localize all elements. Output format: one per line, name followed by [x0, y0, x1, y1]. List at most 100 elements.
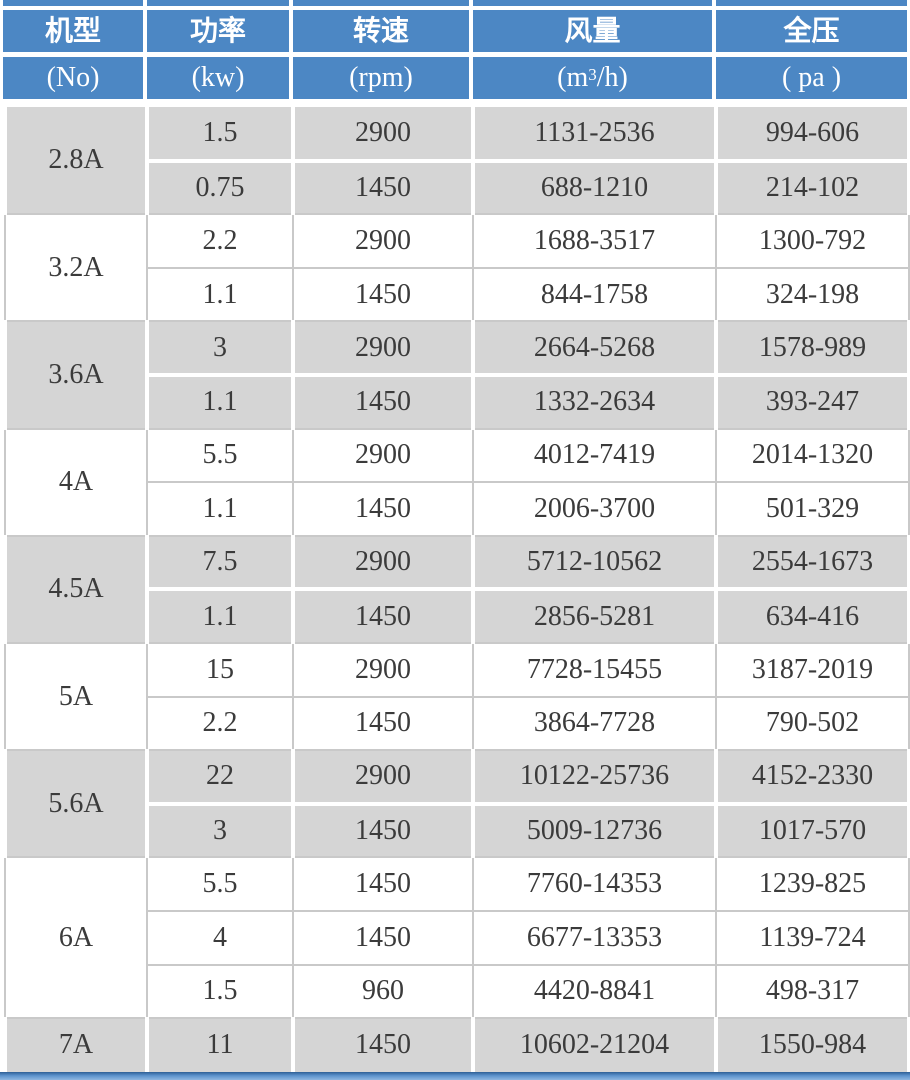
- data-cell: 2900: [291, 107, 475, 161]
- data-cell: 844-1758: [472, 266, 717, 322]
- data-cell: 6677-13353: [472, 909, 717, 965]
- table-row: 1.1 1450 2856-5281 634-416: [5, 587, 910, 643]
- table-row: 4 1450 6677-13353 1139-724: [5, 909, 910, 965]
- airflow-unit-post: /h): [596, 62, 628, 93]
- data-cell: 1450: [292, 481, 474, 536]
- top-edge-segment: [716, 0, 907, 6]
- table-row: 5A 15 2900 7728-15455 3187-2019: [4, 641, 910, 751]
- table-header: 机型 功率 转速 风量 全压 (No) (kw) (rpm) (m3/h) ( …: [0, 10, 910, 99]
- data-cell: 1239-825: [715, 856, 910, 911]
- table-row: 5.6A 22 2900 10122-25736 4152-2330: [3, 749, 910, 858]
- data-cell: 3187-2019: [715, 641, 910, 697]
- data-cell: 2900: [291, 320, 475, 375]
- model-cell: 3.6A: [3, 320, 149, 429]
- data-cell: 1450: [291, 158, 475, 215]
- top-edge-segment: [473, 0, 712, 6]
- model-cell: 3.2A: [4, 213, 148, 322]
- data-cell: 960: [292, 963, 474, 1019]
- data-cell: 5009-12736: [471, 801, 718, 858]
- data-cell: 2900: [292, 427, 474, 483]
- table-row: 1.1 1450 1332-2634 393-247: [5, 372, 910, 429]
- data-cell: 1332-2634: [471, 372, 718, 429]
- top-edge-segment: [3, 0, 143, 6]
- model-cell: 4.5A: [3, 534, 149, 643]
- data-cell: 790-502: [715, 695, 910, 751]
- data-cell: 393-247: [714, 372, 910, 429]
- data-cell: 1450: [292, 266, 474, 322]
- spec-table: 2.8A 1.5 2900 1131-2536 994-606 0.75 1450 688-1…: [3, 107, 910, 1072]
- data-cell: 3: [145, 801, 295, 858]
- data-cell: 501-329: [715, 481, 910, 536]
- data-cell: 498-317: [715, 963, 910, 1019]
- column-unit-speed: (rpm): [293, 57, 469, 99]
- data-cell: 4: [146, 909, 294, 965]
- data-cell: 7.5: [145, 534, 295, 590]
- table-row: 2.2 1450 3864-7728 790-502: [5, 695, 910, 751]
- data-cell: 1578-989: [714, 320, 910, 375]
- model-cell: 7A: [3, 1017, 149, 1072]
- data-cell: 10602-21204: [471, 1017, 718, 1072]
- table-row: 3.6A 3 2900 2664-5268 1578-989: [3, 320, 910, 429]
- model-cell: 5A: [4, 641, 148, 751]
- top-edge-segment: [293, 0, 469, 6]
- data-cell: 1.1: [145, 372, 295, 429]
- data-cell: 10122-25736: [471, 749, 718, 804]
- data-cell: 11: [145, 1017, 295, 1072]
- data-cell: 7728-15455: [472, 641, 717, 697]
- data-cell: 2856-5281: [471, 587, 718, 643]
- data-cell: 324-198: [715, 266, 910, 322]
- data-cell: 2900: [292, 641, 474, 697]
- data-cell: 7760-14353: [472, 856, 717, 911]
- data-cell: 4012-7419: [472, 427, 717, 483]
- data-cell: 1.1: [146, 481, 294, 536]
- data-cell: 214-102: [714, 158, 910, 215]
- data-cell: 994-606: [714, 107, 910, 161]
- data-cell: 1131-2536: [471, 107, 718, 161]
- airflow-unit-pre: (m: [557, 62, 589, 93]
- data-cell: 1.5: [145, 107, 295, 161]
- data-cell: 5.5: [146, 427, 294, 483]
- data-cell: 1.1: [146, 266, 294, 322]
- table-row: 0.75 1450 688-1210 214-102: [5, 158, 910, 215]
- top-edge-strip: [0, 0, 910, 6]
- column-unit-pressure: ( pa ): [716, 57, 907, 99]
- data-cell: 1450: [291, 1017, 475, 1072]
- column-header-airflow: 风量: [473, 10, 712, 52]
- data-cell: 634-416: [714, 587, 910, 643]
- data-cell: 2014-1320: [715, 427, 910, 483]
- data-cell: 1450: [291, 587, 475, 643]
- column-unit-airflow: (m3/h): [473, 57, 712, 99]
- data-cell: 1550-984: [714, 1017, 910, 1072]
- model-cell: 5.6A: [3, 749, 149, 858]
- data-cell: 1450: [291, 801, 475, 858]
- data-cell: 1450: [292, 909, 474, 965]
- table-row: 1.1 1450 844-1758 324-198: [5, 266, 910, 322]
- data-cell: 2900: [292, 213, 474, 268]
- data-cell: 1300-792: [715, 213, 910, 268]
- data-cell: 1017-570: [714, 801, 910, 858]
- column-header-pressure: 全压: [716, 10, 907, 52]
- top-edge-segment: [147, 0, 289, 6]
- data-cell: 4420-8841: [472, 963, 717, 1019]
- data-cell: 0.75: [145, 158, 295, 215]
- data-cell: 2554-1673: [714, 534, 910, 590]
- airflow-unit-superscript: 3: [588, 65, 597, 84]
- table-row: 1.5 960 4420-8841 498-317: [5, 963, 910, 1019]
- data-cell: 3: [145, 320, 295, 375]
- column-header-speed: 转速: [293, 10, 469, 52]
- model-cell: 6A: [4, 856, 148, 1019]
- data-cell: 1.5: [146, 963, 294, 1019]
- data-cell: 1139-724: [715, 909, 910, 965]
- table-row: 6A 5.5 1450 7760-14353 1239-825: [4, 856, 910, 1019]
- table-row: 3.2A 2.2 2900 1688-3517 1300-792: [4, 213, 910, 322]
- model-cell: 4A: [4, 427, 148, 536]
- data-cell: 2.2: [146, 213, 294, 268]
- column-unit-power: (kw): [147, 57, 289, 99]
- data-cell: 3864-7728: [472, 695, 717, 751]
- data-cell: 2.2: [146, 695, 294, 751]
- column-unit-model: (No): [3, 57, 143, 99]
- data-cell: 22: [145, 749, 295, 804]
- data-cell: 2006-3700: [472, 481, 717, 536]
- model-cell: 2.8A: [3, 107, 149, 215]
- table-row: 4.5A 7.5 2900 5712-10562 2554-1673: [3, 534, 910, 643]
